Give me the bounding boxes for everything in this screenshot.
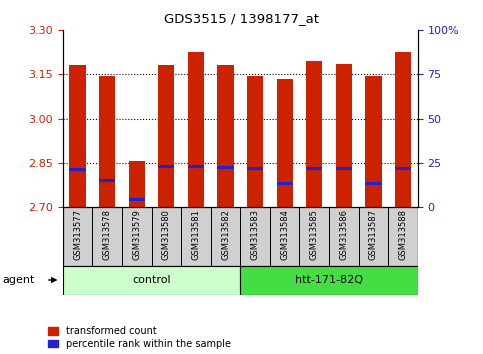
Bar [152, 207, 181, 266]
Bar [63, 207, 92, 266]
Bar [217, 65, 234, 207]
Text: GSM313588: GSM313588 [398, 209, 408, 260]
Bar [388, 207, 418, 266]
Bar [241, 266, 418, 295]
Bar [247, 167, 263, 170]
Legend: transformed count, percentile rank within the sample: transformed count, percentile rank withi… [48, 326, 231, 349]
Bar [358, 207, 388, 266]
Bar [188, 52, 204, 207]
Bar [99, 179, 115, 182]
Bar [270, 207, 299, 266]
Bar [70, 65, 85, 207]
Bar [128, 161, 145, 207]
Bar [92, 207, 122, 266]
Bar [247, 76, 263, 207]
Bar [336, 167, 352, 170]
Text: htt-171-82Q: htt-171-82Q [295, 275, 363, 285]
Text: GSM313585: GSM313585 [310, 209, 319, 260]
Bar [188, 165, 204, 168]
Bar [299, 207, 329, 266]
Text: GDS3515 / 1398177_at: GDS3515 / 1398177_at [164, 12, 319, 25]
Bar [158, 165, 174, 168]
Bar [395, 167, 411, 170]
Bar [306, 61, 322, 207]
Bar [336, 64, 352, 207]
Text: GSM313577: GSM313577 [73, 209, 82, 260]
Bar [395, 52, 411, 207]
Text: GSM313578: GSM313578 [103, 209, 112, 260]
Bar [128, 198, 145, 201]
Text: GSM313582: GSM313582 [221, 209, 230, 260]
Bar [277, 79, 293, 207]
Bar [306, 167, 322, 170]
Bar [365, 182, 382, 185]
Bar [158, 65, 174, 207]
Text: GSM313587: GSM313587 [369, 209, 378, 260]
Text: GSM313586: GSM313586 [340, 209, 348, 260]
Text: GSM313583: GSM313583 [251, 209, 259, 260]
Text: control: control [132, 275, 171, 285]
Bar [63, 266, 241, 295]
Text: GSM313581: GSM313581 [191, 209, 200, 260]
Bar [217, 166, 234, 169]
Bar [122, 207, 152, 266]
Bar [70, 167, 85, 171]
Bar [211, 207, 241, 266]
Text: GSM313579: GSM313579 [132, 209, 141, 260]
Bar [181, 207, 211, 266]
Bar [241, 207, 270, 266]
Text: agent: agent [2, 275, 35, 285]
Bar [99, 76, 115, 207]
Bar [329, 207, 358, 266]
Bar [365, 76, 382, 207]
Bar [277, 182, 293, 185]
Text: GSM313580: GSM313580 [162, 209, 171, 260]
Text: GSM313584: GSM313584 [280, 209, 289, 260]
